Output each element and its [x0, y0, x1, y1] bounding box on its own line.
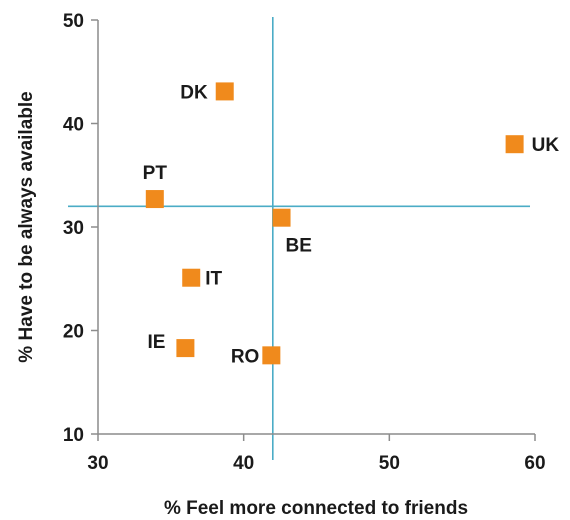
- point-marker-be: [272, 208, 291, 227]
- x-axis-title: % Feel more connected to friends: [164, 498, 468, 519]
- point-marker-uk: [505, 135, 524, 154]
- point-label-be: BE: [286, 236, 312, 257]
- axes: 10 20 30 40 50 30 40 50 60: [63, 11, 546, 474]
- data-points: DK UK PT BE IT IE RO: [143, 82, 560, 367]
- point-label-ie: IE: [147, 332, 165, 353]
- y-tick-label: 40: [63, 115, 84, 136]
- x-tick-label: 30: [87, 453, 108, 474]
- y-tick-label: 20: [63, 322, 84, 343]
- point-marker-ie: [176, 339, 195, 358]
- point-label-dk: DK: [180, 82, 208, 103]
- point-label-ro: RO: [231, 346, 260, 367]
- x-tick-label: 50: [379, 453, 400, 474]
- point-marker-it: [182, 268, 201, 287]
- x-tick-label: 40: [233, 453, 254, 474]
- y-tick-label: 50: [63, 11, 84, 32]
- point-label-uk: UK: [532, 135, 560, 156]
- reference-lines: [68, 17, 530, 460]
- x-tick-label: 60: [524, 453, 545, 474]
- point-label-it: IT: [205, 269, 222, 290]
- y-tick-label: 30: [63, 218, 84, 239]
- point-marker-dk: [215, 82, 234, 101]
- point-marker-ro: [262, 346, 281, 365]
- point-marker-pt: [145, 190, 164, 209]
- point-label-pt: PT: [143, 163, 168, 184]
- y-tick-label: 10: [63, 425, 84, 446]
- y-axis-title: % Have to be always available: [16, 91, 37, 362]
